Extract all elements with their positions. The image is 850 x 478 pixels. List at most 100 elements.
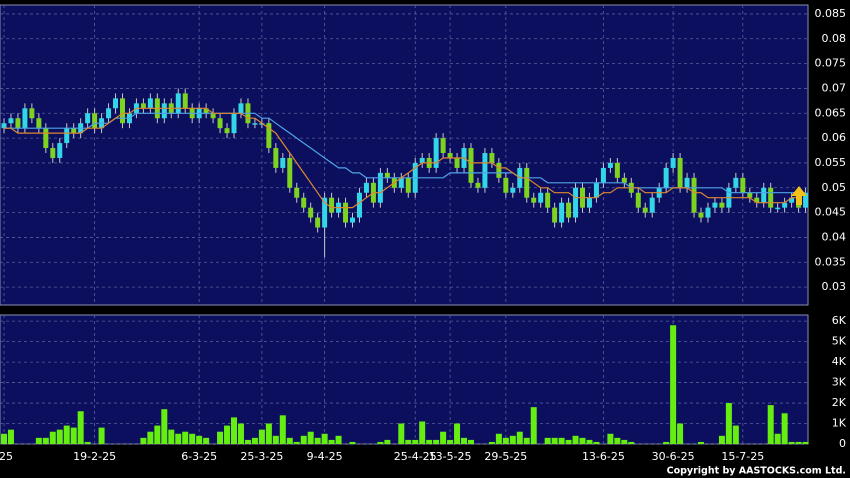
candle-body — [322, 197, 328, 228]
y-tick-label: 0.08 — [822, 32, 847, 45]
candle-body — [747, 192, 753, 198]
volume-bar — [433, 439, 440, 444]
candle-body — [85, 113, 91, 124]
volume-bar — [774, 433, 781, 444]
candle-body — [315, 217, 321, 228]
x-tick-label: 9-4-25 — [307, 450, 343, 463]
volume-bar — [140, 437, 147, 444]
candle-body — [1, 123, 7, 129]
candle-body — [43, 128, 49, 149]
volume-bar — [405, 439, 412, 444]
candle-body — [782, 202, 788, 208]
volume-bar — [663, 441, 670, 444]
candle-body — [642, 207, 648, 213]
volume-bar — [147, 431, 154, 444]
volume-bar — [7, 429, 14, 444]
volume-bar — [224, 425, 231, 444]
volume-bar — [767, 405, 774, 444]
candle-body — [147, 98, 153, 109]
volume-bar — [42, 437, 49, 444]
candle-body — [663, 167, 669, 188]
y-tick-label: 0.045 — [815, 206, 847, 219]
plot-layer: 0.085 0.08 0.075 0.07 0.065 0.06 0.055 0.05 0.04… — [0, 5, 847, 463]
volume-bar — [231, 417, 238, 444]
volume-bar — [265, 423, 272, 444]
candle-body — [22, 108, 28, 129]
candle-body — [489, 153, 495, 163]
candle-body — [224, 128, 230, 134]
candle-body — [733, 177, 739, 188]
candle-body — [266, 123, 272, 149]
x-tick-label: 25-3-25 — [240, 450, 283, 463]
candle-body — [803, 192, 809, 208]
y-tick-label: 2K — [832, 396, 847, 409]
candle-body — [356, 192, 362, 218]
volume-bar — [488, 441, 495, 444]
volume-bar — [258, 429, 265, 444]
candle-body — [329, 197, 335, 213]
volume-bar — [593, 441, 600, 444]
y-tick-label: 5K — [832, 335, 847, 348]
volume-bar — [802, 441, 809, 444]
x-tick-label: 13-5-25 — [429, 450, 472, 463]
x-tick-label: 30-6-25 — [652, 450, 695, 463]
volume-bar — [718, 435, 725, 444]
volume-bar — [461, 437, 468, 444]
candle-body — [294, 187, 300, 198]
candle-body — [71, 128, 77, 134]
candle-body — [761, 187, 767, 203]
candle-body — [559, 202, 565, 223]
volume-bar — [1, 433, 7, 444]
volume-bar — [698, 441, 704, 444]
candle-body — [308, 207, 314, 218]
volume-bar — [70, 427, 77, 444]
volume-bar — [495, 433, 502, 444]
candle-body — [287, 157, 293, 188]
candle-body — [440, 138, 446, 154]
candle-body — [475, 182, 481, 188]
candle-body — [698, 212, 704, 218]
candle-body — [350, 217, 355, 223]
candle-body — [691, 177, 697, 213]
candle-body — [217, 118, 223, 129]
candle-body — [586, 197, 592, 208]
candle-body — [712, 202, 718, 208]
volume-bar — [251, 437, 258, 444]
candle-body — [64, 128, 70, 144]
candle-body — [301, 197, 307, 208]
price-panel — [0, 4, 809, 306]
volume-bar — [384, 439, 391, 444]
volume-bar — [161, 409, 168, 444]
candle-body — [454, 157, 460, 168]
candle-body — [768, 187, 774, 208]
candle-body — [8, 118, 14, 124]
candle-body — [259, 123, 265, 125]
candle-body — [280, 157, 286, 168]
volume-bar — [272, 435, 279, 444]
y-tick-label: 0.035 — [815, 255, 847, 268]
volume-bar — [56, 429, 63, 444]
candle-body — [140, 103, 146, 109]
volume-bar — [454, 423, 461, 444]
volume-bar — [321, 433, 328, 444]
candle-body — [433, 138, 439, 168]
candle-body — [210, 113, 216, 119]
volume-bar — [551, 437, 558, 444]
y-tick-label: 0.03 — [822, 280, 847, 293]
candle-body — [524, 167, 530, 198]
volume-bar — [335, 435, 342, 444]
candle-body — [621, 177, 627, 183]
candle-body — [36, 118, 42, 129]
volume-bar — [628, 441, 635, 444]
x-tick-label: -25 — [0, 450, 13, 463]
volume-bar — [307, 431, 314, 444]
candle-body — [231, 113, 237, 134]
candle-body — [343, 202, 349, 223]
volume-bar — [447, 439, 454, 444]
candle-body — [552, 207, 558, 223]
candle-body — [419, 157, 425, 163]
volume-bar — [440, 431, 447, 444]
volume-bar — [314, 437, 321, 444]
candle-body — [719, 202, 725, 208]
